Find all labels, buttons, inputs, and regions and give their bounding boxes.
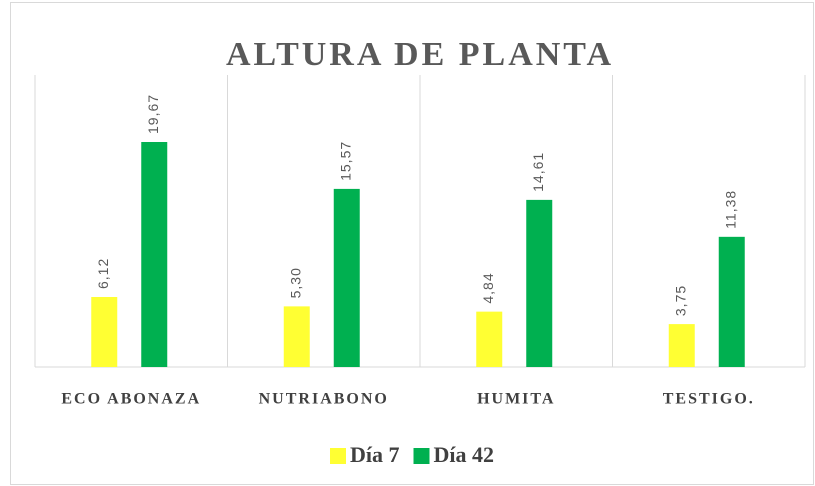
value-label: 19,67 xyxy=(145,94,161,134)
value-label: 5,30 xyxy=(287,267,303,298)
bar xyxy=(141,142,168,367)
x-tick-label: ECO ABONAZA xyxy=(61,391,201,408)
bar xyxy=(526,199,553,367)
value-label: 6,12 xyxy=(95,258,111,289)
bar xyxy=(283,306,310,367)
legend-swatch xyxy=(330,448,346,464)
value-label: 14,61 xyxy=(530,152,546,192)
bar xyxy=(668,324,695,367)
value-label: 4,84 xyxy=(480,272,496,303)
x-tick-label: HUMITA xyxy=(477,391,555,408)
bar xyxy=(91,296,118,367)
bar xyxy=(333,188,360,367)
legend-label: Día 7 xyxy=(350,442,400,467)
bar xyxy=(476,311,503,367)
chart-border xyxy=(10,2,814,485)
chart-title: ALTURA DE PLANTA xyxy=(226,36,614,73)
value-label: 3,75 xyxy=(672,285,688,316)
legend-swatch xyxy=(413,448,430,464)
x-tick-label: NUTRIABONO xyxy=(259,391,389,408)
value-label: 11,38 xyxy=(722,190,738,229)
x-tick-label: TESTIGO. xyxy=(663,391,755,408)
value-label: 15,57 xyxy=(337,141,353,181)
legend-label: Día 42 xyxy=(434,442,495,467)
bar xyxy=(718,236,745,367)
